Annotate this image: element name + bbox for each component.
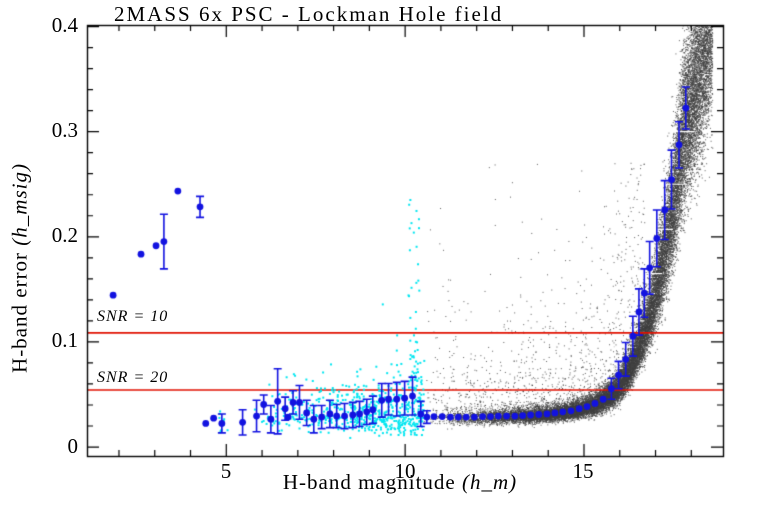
x-axis-label-variable: (h_m) [461,470,518,494]
y-tick-label-0.4: 0.4 [51,13,78,37]
x-axis-label: H-band magnitude (h_m) [283,472,517,493]
x-axis-label-text: H-band magnitude [282,470,462,494]
y-tick-label-0: 0 [67,434,79,458]
y-axis-label-text: H-band error [7,245,32,373]
x-tick-label-5: 5 [220,459,232,483]
y-tick-label-0.3: 0.3 [51,118,78,142]
x-tick-label-10: 10 [394,459,416,483]
snr-20-annotation: SNR = 20 [97,369,169,386]
y-tick-label-0.1: 0.1 [51,328,78,352]
snr-10-annotation: SNR = 10 [97,308,169,325]
x-tick-label-15: 15 [572,459,594,483]
y-tick-label-0.2: 0.2 [51,223,78,247]
chart-title: 2MASS 6x PSC - Lockman Hole field [114,2,504,26]
